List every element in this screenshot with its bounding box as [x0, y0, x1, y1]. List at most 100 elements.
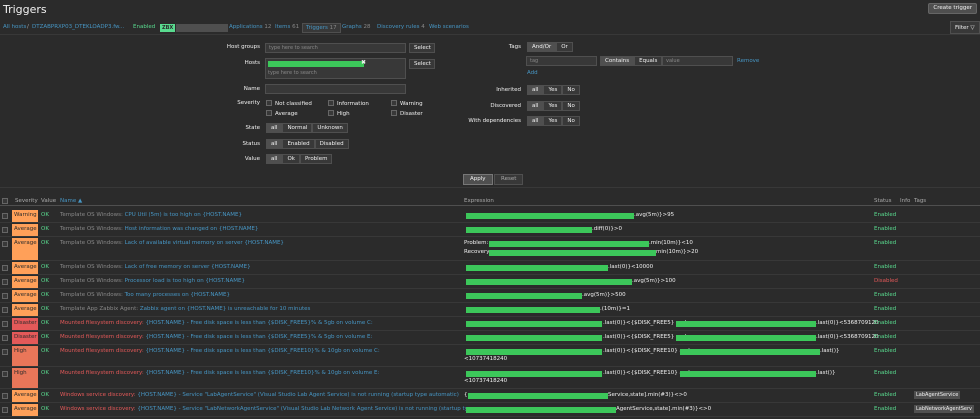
tags-and-or-option[interactable]: And/Or — [527, 42, 557, 52]
severity-warning-checkbox[interactable]: Warning — [391, 100, 423, 107]
discovery-rule-link[interactable]: Mounted filesystem discovery: — [60, 370, 144, 376]
status-toggle[interactable]: Disabled — [874, 278, 898, 284]
tag-add-link[interactable]: Add — [527, 70, 538, 76]
state-all-option[interactable]: all — [266, 123, 283, 133]
template-link[interactable]: Template OS Windows: — [60, 240, 123, 246]
trigger-name-link[interactable]: {HOST.NAME} - Free disk space is less th… — [145, 370, 380, 376]
trigger-name-link[interactable]: CPU Util (5m) is too high on {HOST.NAME} — [124, 212, 243, 218]
template-link[interactable]: Template OS Windows: — [60, 292, 123, 298]
status-enabled-option[interactable]: Enabled — [282, 139, 315, 149]
tag-badge[interactable]: LabNetworkAgentServ — [914, 405, 974, 413]
severity-information-checkbox[interactable]: Information — [328, 100, 369, 107]
discovery-rule-link[interactable]: Mounted filesystem discovery: — [60, 348, 144, 354]
severity-average-checkbox[interactable]: Average — [266, 110, 298, 117]
trigger-name-link[interactable]: {HOST.NAME} - Service "LabAgentService" … — [137, 392, 459, 398]
trigger-name-link[interactable]: Lack of available virtual memory on serv… — [124, 240, 284, 246]
row-checkbox[interactable] — [2, 335, 8, 341]
discovery-rule-link[interactable]: Windows service discovery: — [60, 392, 136, 398]
discovered-all-option[interactable]: all — [527, 101, 544, 111]
triggers-tab[interactable]: Triggers 17 — [302, 23, 341, 33]
status-toggle[interactable]: Enabled — [874, 292, 897, 298]
row-checkbox[interactable] — [2, 393, 8, 399]
trigger-name-link[interactable]: {HOST.NAME} - Free disk space is less th… — [145, 334, 373, 340]
header-name-sort[interactable]: Name ▲ — [60, 198, 83, 204]
dependencies-all-option[interactable]: all — [527, 116, 544, 126]
graphs-link[interactable]: Graphs 28 — [342, 24, 371, 30]
status-toggle[interactable]: Enabled — [874, 264, 897, 270]
applications-link[interactable]: Applications 12 — [229, 24, 271, 30]
status-toggle[interactable]: Enabled — [874, 320, 897, 326]
status-all-option[interactable]: all — [266, 139, 283, 149]
name-input[interactable] — [265, 84, 406, 94]
reset-filter-button[interactable]: Reset — [494, 174, 524, 185]
row-checkbox[interactable] — [2, 213, 8, 219]
status-toggle[interactable]: Enabled — [874, 212, 897, 218]
tag-contains-option[interactable]: Contains — [600, 56, 635, 66]
status-toggle[interactable]: Enabled — [874, 306, 897, 312]
host-groups-input[interactable]: type here to search — [265, 43, 406, 53]
status-toggle[interactable]: Enabled — [874, 370, 897, 376]
filter-toggle-tab[interactable]: Filter ▽ — [950, 21, 980, 34]
trigger-name-link[interactable]: Zabbix agent on {HOST.NAME} is unreachab… — [139, 306, 311, 312]
host-enabled-status[interactable]: Enabled — [133, 24, 156, 30]
host-groups-select-button[interactable]: Select — [409, 43, 435, 53]
trigger-name-link[interactable]: {HOST.NAME} - Free disk space is less th… — [145, 348, 380, 354]
tag-equals-option[interactable]: Equals — [634, 56, 663, 66]
row-checkbox[interactable] — [2, 293, 8, 299]
hosts-multiselect[interactable]: ✖ type here to search — [265, 58, 406, 79]
inherited-no-option[interactable]: No — [562, 85, 580, 95]
tag-badge[interactable]: LabAgentService — [914, 391, 961, 399]
template-link[interactable]: Template OS Windows: — [60, 278, 123, 284]
state-normal-option[interactable]: Normal — [282, 123, 313, 133]
severity-high-checkbox[interactable]: High — [328, 110, 350, 117]
trigger-name-link[interactable]: {HOST.NAME} - Free disk space is less th… — [145, 320, 373, 326]
header-status[interactable]: Status — [874, 198, 892, 204]
value-ok-option[interactable]: Ok — [282, 154, 300, 164]
dependencies-yes-option[interactable]: Yes — [543, 116, 563, 126]
state-unknown-option[interactable]: Unknown — [312, 123, 348, 133]
discovery-rule-link[interactable]: Mounted filesystem discovery: — [60, 320, 144, 326]
row-checkbox[interactable] — [2, 349, 8, 355]
row-checkbox[interactable] — [2, 321, 8, 327]
template-link[interactable]: Template OS Windows: — [60, 212, 123, 218]
tag-remove-link[interactable]: Remove — [737, 58, 760, 64]
row-checkbox[interactable] — [2, 265, 8, 271]
dependencies-no-option[interactable]: No — [562, 116, 580, 126]
trigger-name-link[interactable]: Lack of free memory on server {HOST.NAME… — [124, 264, 251, 270]
row-checkbox[interactable] — [2, 407, 8, 413]
status-toggle[interactable]: Enabled — [874, 226, 897, 232]
status-toggle[interactable]: Enabled — [874, 406, 897, 412]
inherited-yes-option[interactable]: Yes — [543, 85, 563, 95]
hosts-select-button[interactable]: Select — [409, 59, 435, 69]
discovery-rule-link[interactable]: Mounted filesystem discovery: — [60, 334, 144, 340]
tag-value-input[interactable]: value — [662, 56, 733, 66]
inherited-all-option[interactable]: all — [527, 85, 544, 95]
trigger-name-link[interactable]: Too many processes on {HOST.NAME} — [124, 292, 230, 298]
row-checkbox[interactable] — [2, 241, 8, 247]
severity-disaster-checkbox[interactable]: Disaster — [391, 110, 423, 117]
template-link[interactable]: Template App Zabbix Agent: — [60, 306, 139, 312]
status-disabled-option[interactable]: Disabled — [314, 139, 349, 149]
web-scenarios-link[interactable]: Web scenarios — [429, 24, 469, 30]
status-toggle[interactable]: Enabled — [874, 240, 897, 246]
tag-name-input[interactable]: tag — [526, 56, 597, 66]
status-toggle[interactable]: Enabled — [874, 348, 897, 354]
trigger-name-link[interactable]: Host information was changed on {HOST.NA… — [124, 226, 259, 232]
severity-not-classified-checkbox[interactable]: Not classified — [266, 100, 312, 107]
trigger-name-link[interactable]: Processor load is too high on {HOST.NAME… — [124, 278, 245, 284]
remove-host-icon[interactable]: ✖ — [361, 59, 367, 66]
status-toggle[interactable]: Enabled — [874, 392, 897, 398]
header-severity[interactable]: Severity — [15, 198, 38, 204]
value-all-option[interactable]: all — [266, 154, 283, 164]
host-link[interactable]: DTZABPRXP03_DTEKLOADP3.fw... — [32, 24, 125, 30]
items-link[interactable]: Items 61 — [275, 24, 299, 30]
value-problem-option[interactable]: Problem — [299, 154, 333, 164]
create-trigger-button[interactable]: Create trigger — [928, 3, 977, 14]
tags-or-option[interactable]: Or — [556, 42, 573, 52]
trigger-name-link[interactable]: {HOST.NAME} - Service "LabNetworkAgentSe… — [137, 406, 475, 412]
apply-filter-button[interactable]: Apply — [463, 174, 493, 185]
template-link[interactable]: Template OS Windows: — [60, 226, 123, 232]
template-link[interactable]: Template OS Windows: — [60, 264, 123, 270]
discovered-no-option[interactable]: No — [562, 101, 580, 111]
status-toggle[interactable]: Enabled — [874, 334, 897, 340]
